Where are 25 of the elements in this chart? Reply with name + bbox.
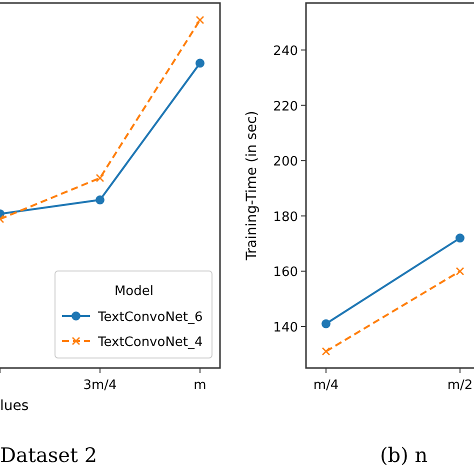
x-tick-label: m/4	[313, 378, 339, 393]
point	[322, 347, 330, 356]
point	[322, 319, 330, 328]
legend-label: TextConvoNet_6	[97, 310, 203, 325]
x-tick-label: 3m/4	[83, 378, 117, 393]
point	[196, 58, 204, 68]
point	[196, 16, 204, 24]
y-tick-label: 140	[273, 320, 298, 336]
legend-label: TextConvoNet_4	[97, 335, 203, 350]
x-tick-label: m	[194, 378, 206, 393]
point	[456, 267, 464, 276]
y-tick-label: 180	[273, 210, 298, 225]
point	[96, 174, 104, 182]
y-tick-label: 200	[273, 154, 298, 170]
x-tick-label: m/2	[447, 378, 473, 393]
y-axis-title: Training-Time (in sec)	[244, 110, 260, 262]
point	[456, 234, 464, 243]
legend-title: Model	[114, 284, 154, 299]
y-tick-label: 240	[273, 44, 298, 60]
y-tick-label: 220	[273, 99, 298, 114]
point	[96, 195, 104, 204]
text: (b) n	[380, 443, 428, 467]
y-tick-label: 160	[273, 265, 298, 280]
text: Dataset 2	[0, 443, 98, 467]
x-axis-title: lues	[0, 398, 29, 414]
